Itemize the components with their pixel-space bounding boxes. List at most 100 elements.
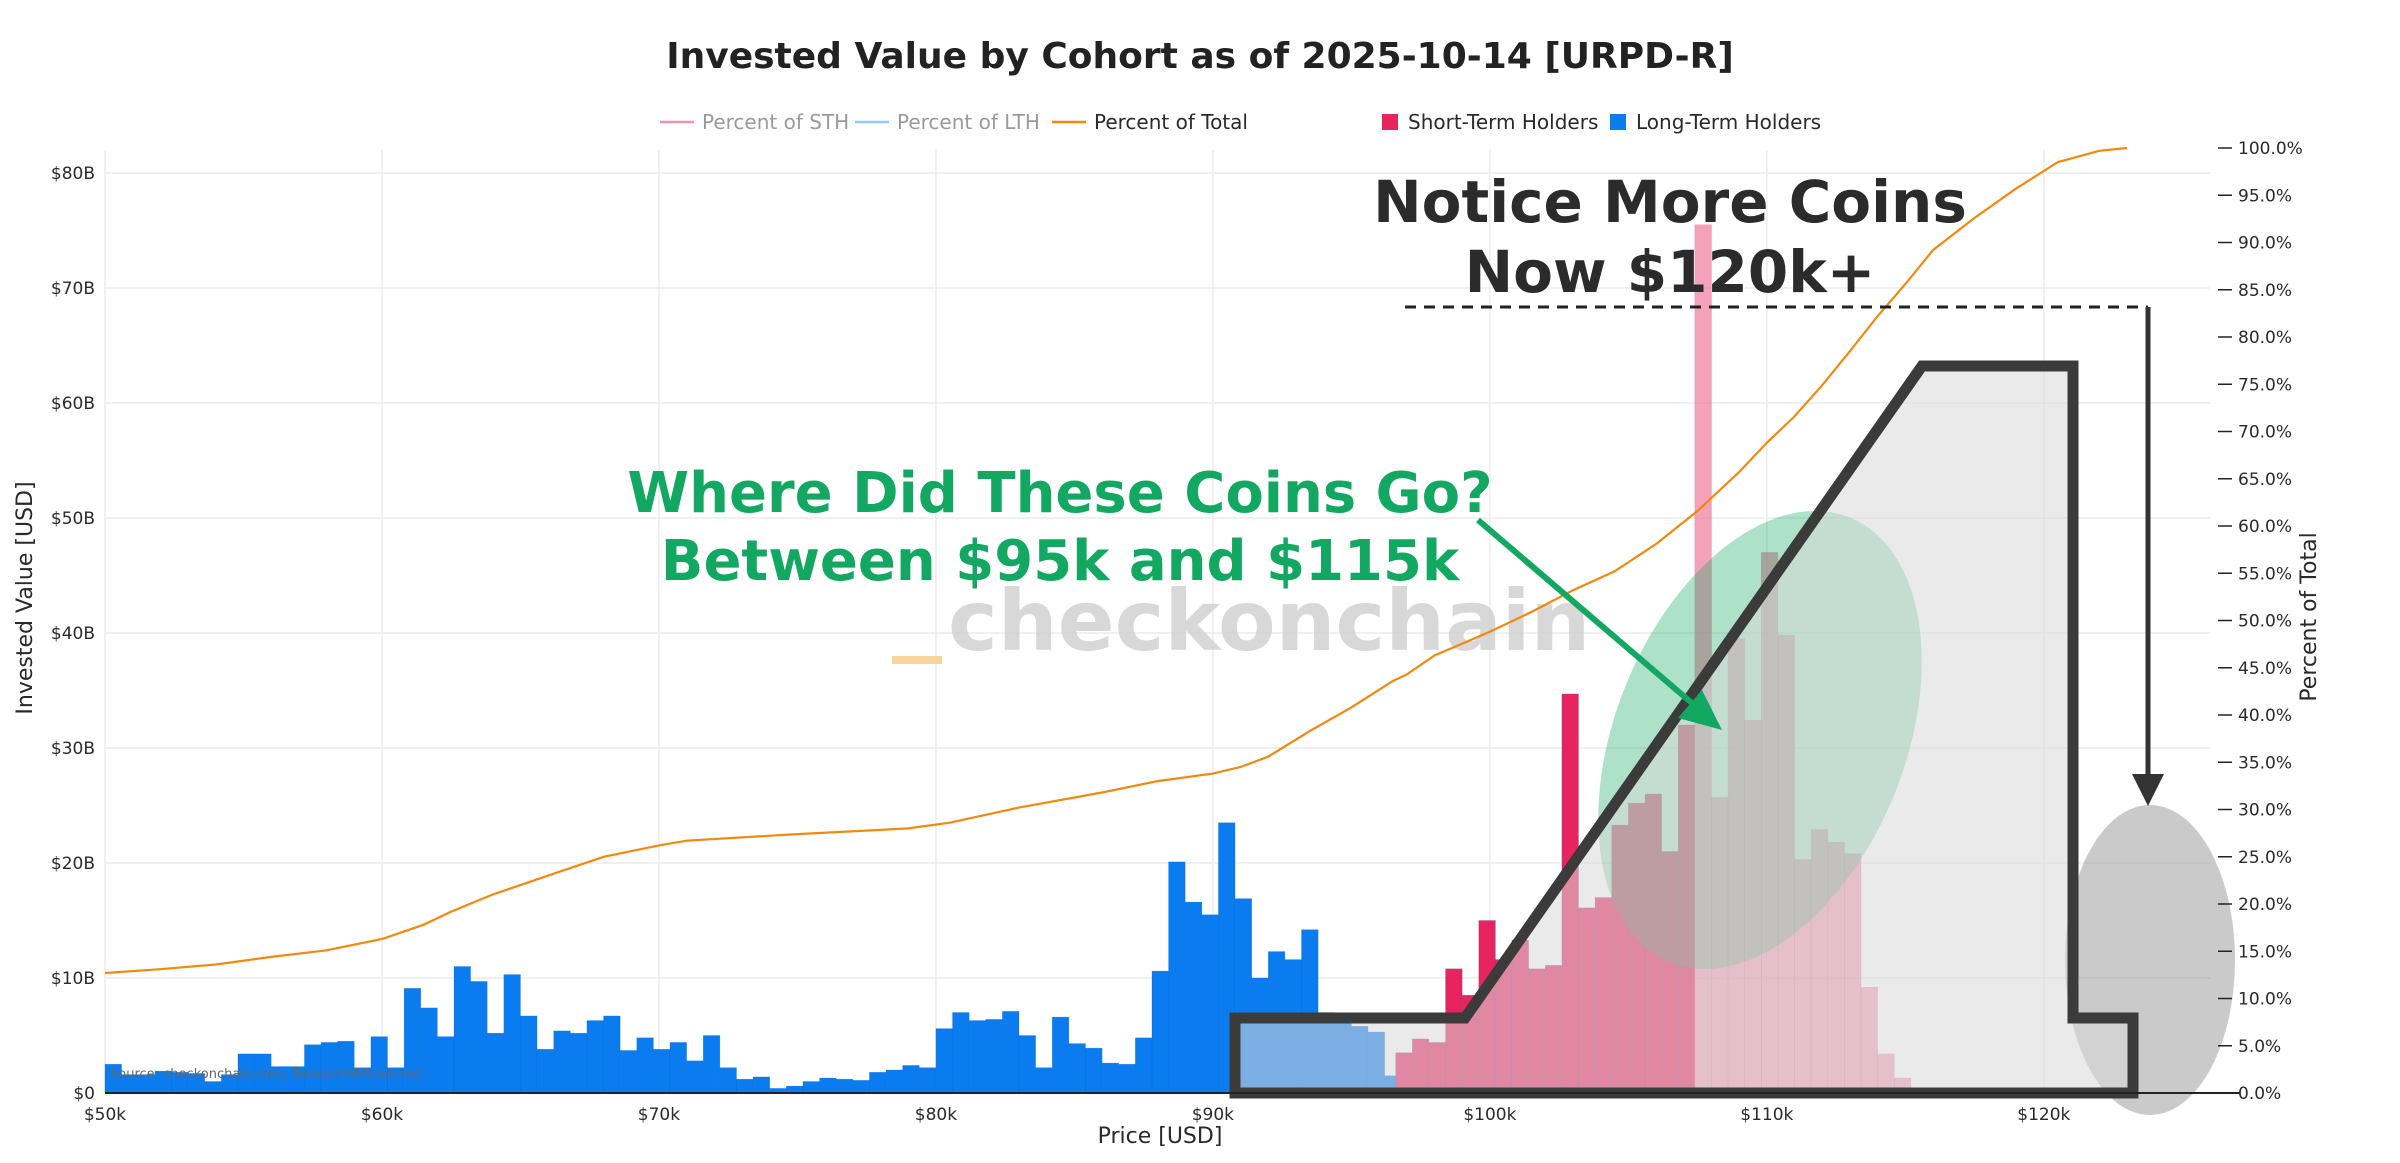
lth-bar <box>1051 1016 1070 1094</box>
lth-bar <box>1068 1043 1086 1094</box>
y2-tick-label: 15.0% <box>2238 942 2292 962</box>
dark-annotation-line1: Notice More Coins <box>1373 168 1967 236</box>
y2-tick-label: 50.0% <box>2238 612 2292 632</box>
y2-tick-label: 80.0% <box>2238 328 2292 348</box>
legend-label: Percent of Total <box>1094 110 1248 134</box>
watermark: checkonchain <box>948 572 1590 670</box>
lth-bar <box>437 1036 455 1094</box>
lth-bar <box>902 1065 920 1094</box>
y-tick-label: $40B <box>51 624 95 644</box>
green-arrow <box>1476 517 1722 730</box>
lth-bar <box>420 1007 438 1094</box>
y-tick-label: $80B <box>51 164 95 184</box>
lth-bar <box>786 1085 804 1094</box>
lth-bar <box>586 1020 604 1094</box>
x-tick-label: $70k <box>638 1105 680 1125</box>
y-tick-label: $50B <box>51 509 95 529</box>
lth-bar <box>885 1069 903 1094</box>
y2-tick-label: 30.0% <box>2238 801 2292 821</box>
y2-tick-label: 95.0% <box>2238 186 2292 206</box>
lth-bar <box>686 1060 704 1094</box>
lth-bar <box>603 1015 621 1094</box>
lth-bar <box>802 1081 820 1094</box>
lth-bar <box>852 1080 870 1094</box>
lth-bar <box>869 1072 887 1094</box>
y-tick-label: $70B <box>51 279 95 299</box>
lth-bar <box>952 1012 970 1094</box>
x-tick-label: $90k <box>1192 1105 1234 1125</box>
lth-bar <box>486 1032 505 1094</box>
y2-tick-label: 0.0% <box>2238 1084 2281 1104</box>
lth-bar <box>752 1076 771 1094</box>
watermark-group: checkonchain <box>892 572 1590 670</box>
y2-tick-label: 10.0% <box>2238 990 2292 1010</box>
y-tick-label: $20B <box>51 854 95 874</box>
lth-bar <box>1184 901 1203 1094</box>
lth-bar <box>1151 970 1169 1094</box>
lth-bar <box>619 1050 638 1094</box>
lth-bar <box>1002 1011 1020 1094</box>
legend-label: Short-Term Holders <box>1408 110 1598 134</box>
y2-tick-label: 20.0% <box>2238 895 2292 915</box>
y-tick-label: $10B <box>51 969 95 989</box>
lth-bar <box>553 1030 571 1094</box>
lth-bar <box>1035 1067 1053 1094</box>
lth-bar <box>835 1078 854 1094</box>
lth-bar <box>719 1067 737 1094</box>
lth-bar <box>968 1020 987 1094</box>
y2-tick-label: 75.0% <box>2238 375 2292 395</box>
y2-tick-label: 65.0% <box>2238 470 2292 490</box>
lth-bar <box>653 1049 671 1094</box>
y2-tick-label: 85.0% <box>2238 281 2292 301</box>
y-tick-label: $30B <box>51 739 95 759</box>
legend-label: Percent of STH <box>702 110 849 134</box>
lth-bar <box>470 981 488 1094</box>
legend-item[interactable]: Percent of LTH <box>855 110 1040 134</box>
y-tick-label: $0 <box>73 1084 95 1104</box>
x-axis-title: Price [USD] <box>1098 1124 1223 1149</box>
lth-bar <box>819 1077 837 1094</box>
legend-label: Long-Term Holders <box>1636 110 1821 134</box>
lth-bar <box>1118 1063 1136 1094</box>
x-tick-label: $80k <box>915 1105 957 1125</box>
legend-item[interactable]: Long-Term Holders <box>1610 110 1821 134</box>
lth-bar <box>935 1028 953 1094</box>
source-text: Source: checkonchain.com, ResearchBitcoi… <box>110 1067 422 1082</box>
legend[interactable]: Percent of STH Percent of LTH Percent of T… <box>660 110 1821 134</box>
x-tick-label: $120k <box>2017 1105 2070 1125</box>
lth-bar <box>536 1049 554 1094</box>
y2-tick-label: 25.0% <box>2238 848 2292 868</box>
lth-bar <box>1018 1035 1036 1094</box>
legend-item[interactable]: Percent of Total <box>1052 110 1248 134</box>
lth-bar <box>503 974 521 1094</box>
lth-bar <box>636 1037 654 1094</box>
lth-bar <box>1168 861 1186 1094</box>
green-annotation-line2: Between $95k and $115k <box>661 529 1461 594</box>
highlight-region-outline <box>1229 360 2139 1099</box>
lth-bar <box>570 1032 588 1094</box>
lth-bar <box>736 1078 754 1094</box>
lth-bar <box>453 966 471 1094</box>
legend-swatch <box>1610 114 1626 130</box>
chart-title: Invested Value by Cohort as of 2025-10-1… <box>666 36 1734 77</box>
lth-bar <box>520 1015 538 1094</box>
y2-tick-label: 45.0% <box>2238 659 2292 679</box>
y2-axis-title: Percent of Total <box>2297 532 2322 701</box>
lth-bar <box>204 1081 222 1094</box>
x-tick-label: $110k <box>1740 1105 1793 1125</box>
axes: $50k $60k $70k $80k $90k $100k $110k $120k $0 $10… <box>51 139 2303 1125</box>
y2-tick-label: 35.0% <box>2238 753 2292 773</box>
lth-bar <box>1201 914 1219 1094</box>
lth-bar <box>919 1067 937 1094</box>
y2-tick-label: 70.0% <box>2238 423 2292 443</box>
dark-arrow <box>1405 305 2164 806</box>
legend-item[interactable]: Percent of STH <box>660 110 849 134</box>
percent-of-total-line <box>104 146 2128 975</box>
x-tick-label: $50k <box>84 1105 126 1125</box>
legend-item[interactable]: Short-Term Holders <box>1382 110 1598 134</box>
y-tick-label: $60B <box>51 394 95 414</box>
lth-bar <box>669 1042 687 1094</box>
y2-tick-label: 55.0% <box>2238 564 2292 584</box>
y2-tick-label: 90.0% <box>2238 234 2292 254</box>
